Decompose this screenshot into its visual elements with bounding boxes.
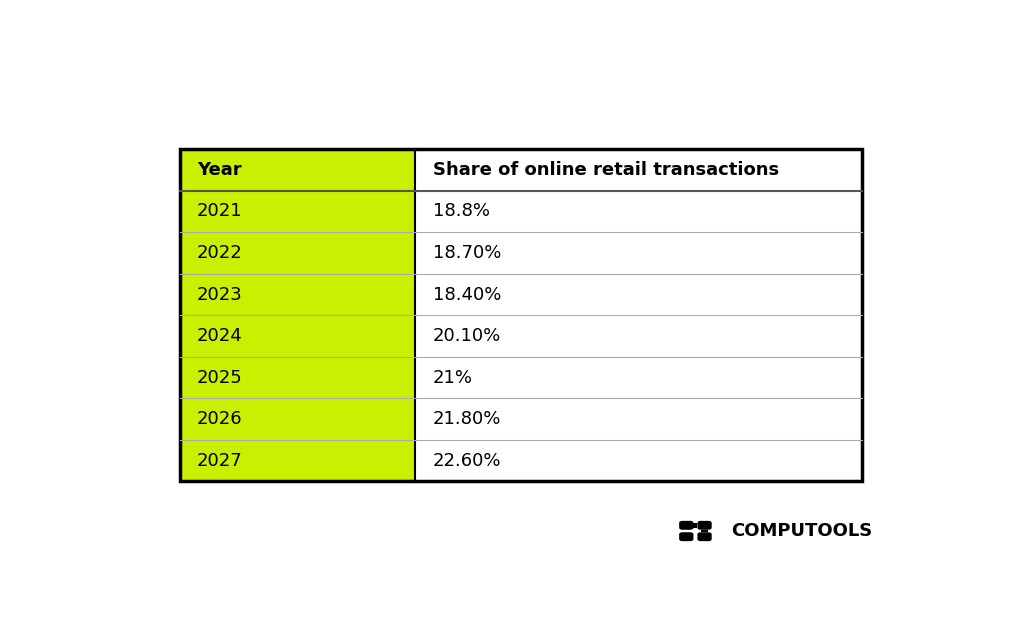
Bar	[701, 530, 709, 532]
Text: 18.8%: 18.8%	[432, 202, 489, 220]
Bar	[179, 440, 415, 482]
Text: 21.80%: 21.80%	[432, 410, 501, 428]
Text: Year: Year	[197, 161, 242, 179]
Text: 20.10%: 20.10%	[432, 327, 501, 345]
Bar	[179, 399, 415, 440]
Bar	[693, 523, 697, 527]
Bar	[179, 149, 862, 482]
Bar	[179, 316, 415, 357]
Text: COMPUTOOLS: COMPUTOOLS	[731, 522, 872, 540]
Bar	[179, 191, 415, 232]
Bar	[415, 357, 862, 399]
Text: 21%: 21%	[432, 368, 472, 386]
Bar	[415, 274, 862, 316]
Text: Share of online retail transactions: Share of online retail transactions	[432, 161, 778, 179]
Text: 2023: 2023	[197, 285, 243, 303]
Bar	[415, 399, 862, 440]
Bar	[179, 274, 415, 316]
Text: 2021: 2021	[197, 202, 243, 220]
Bar	[415, 149, 862, 191]
Text: 2025: 2025	[197, 368, 243, 386]
FancyBboxPatch shape	[697, 532, 712, 541]
Text: 18.40%: 18.40%	[432, 285, 501, 303]
FancyBboxPatch shape	[679, 532, 693, 541]
Text: 2026: 2026	[197, 410, 243, 428]
Bar	[415, 232, 862, 274]
Bar	[179, 149, 415, 191]
Bar	[179, 232, 415, 274]
FancyBboxPatch shape	[697, 521, 712, 530]
Bar	[415, 440, 862, 482]
Text: 2024: 2024	[197, 327, 243, 345]
Bar	[179, 357, 415, 399]
Bar	[415, 316, 862, 357]
Bar	[415, 191, 862, 232]
Text: 18.70%: 18.70%	[432, 244, 501, 262]
Text: 22.60%: 22.60%	[432, 451, 501, 469]
FancyBboxPatch shape	[679, 521, 693, 530]
Text: 2022: 2022	[197, 244, 243, 262]
Text: 2027: 2027	[197, 451, 243, 469]
